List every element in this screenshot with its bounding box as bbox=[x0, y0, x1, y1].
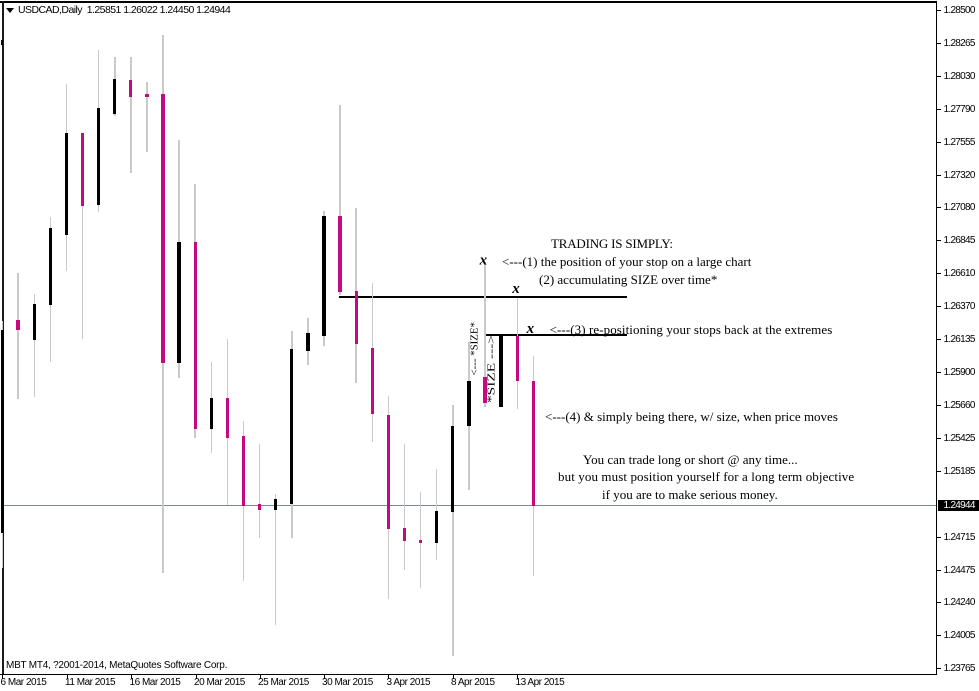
svg-text:x: x bbox=[511, 281, 520, 297]
svg-text:x: x bbox=[526, 321, 535, 337]
svg-text:*SIZE --->: *SIZE ---> bbox=[485, 335, 497, 403]
svg-text:x: x bbox=[479, 253, 488, 269]
svg-text:<--- *SIZE*: <--- *SIZE* bbox=[469, 322, 481, 376]
